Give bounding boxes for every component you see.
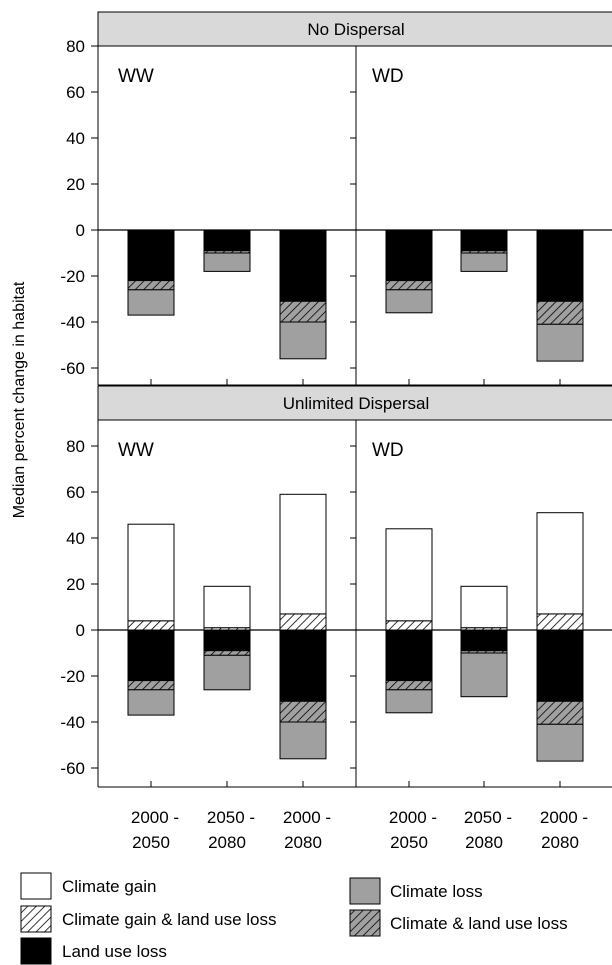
y-axis-label: Median percent change in habitat (11, 281, 28, 518)
bar-segment-land-use-loss (536, 629, 584, 702)
bar-segment-climate-gain-land-use-loss (536, 613, 584, 631)
x-category-label: 2050 -2080 (464, 808, 512, 852)
bar-segment-land-use-loss (536, 229, 584, 302)
bar-segment-land-use-loss (460, 229, 508, 252)
bar-segment-climate-land-use-loss (536, 700, 584, 725)
bar-segment-land-use-loss (203, 229, 251, 252)
bar-segment-climate-gain (279, 493, 327, 615)
bar-segment-land-use-loss (127, 229, 175, 282)
y-tick-label: 80 (66, 37, 85, 56)
bar-segment-climate-loss (203, 654, 251, 691)
bar-segment-climate-gain (203, 585, 251, 629)
bar-segment-climate-gain (127, 523, 175, 622)
bar-segment-climate-gain (460, 585, 508, 629)
bar-segment-climate-land-use-loss (279, 700, 327, 723)
legend-label-climate-gain-land-use-loss: Climate gain & land use loss (62, 910, 277, 929)
y-tick-label: 0 (76, 621, 85, 640)
bar-segment-climate-loss (536, 723, 584, 762)
bar-segment-climate-land-use-loss (385, 280, 433, 291)
legend-swatch-climate-land-use-loss (349, 909, 381, 937)
legend-swatch-climate-loss (349, 877, 381, 905)
bar-segment-climate-land-use-loss (279, 300, 327, 323)
y-tick-label: 60 (66, 483, 85, 502)
bar-segment-climate-gain (536, 512, 584, 615)
bar-segment-climate-loss (385, 289, 433, 314)
y-tick-label: 80 (66, 437, 85, 456)
panel-header-unlimited-dispersal (97, 385, 612, 421)
bar-segment-climate-loss (203, 252, 251, 272)
legend-label-climate-gain: Climate gain (62, 877, 157, 896)
legend-swatch-climate-gain-land-use-loss (20, 905, 52, 933)
bar-segment-land-use-loss (385, 629, 433, 682)
bar-segment-climate-loss (536, 323, 584, 362)
y-tick-label: -60 (60, 759, 85, 778)
legend: Climate gain Climate gain & land use los… (20, 872, 568, 965)
bar-segment-climate-land-use-loss (385, 680, 433, 691)
bar-segment-climate-loss (385, 689, 433, 714)
legend-label-climate-land-use-loss: Climate & land use loss (390, 914, 568, 933)
bar-segment-climate-loss (279, 321, 327, 360)
bar-segment-climate-gain-land-use-loss (279, 613, 327, 631)
legend-swatch-climate-gain (20, 872, 52, 900)
panel-title-no-dispersal: No Dispersal (307, 20, 404, 39)
legend-label-climate-loss: Climate loss (390, 882, 483, 901)
legend-swatch-land-use-loss (20, 937, 52, 965)
bar-segment-climate-land-use-loss (203, 650, 251, 656)
panel-label-ww: WW (118, 66, 154, 87)
bar-segment-land-use-loss (279, 629, 327, 702)
panel-label-ww: WW (118, 440, 154, 461)
panel-label-wd: WD (372, 66, 404, 87)
bar-segment-climate-gain (385, 528, 433, 622)
y-tick-label: -60 (60, 359, 85, 378)
y-tick-label: 60 (66, 83, 85, 102)
y-tick-label: 40 (66, 529, 85, 548)
bar-segment-climate-loss (279, 721, 327, 760)
panel-title-unlimited-dispersal: Unlimited Dispersal (283, 394, 429, 413)
panel-label-wd: WD (372, 440, 404, 461)
bar-segment-climate-land-use-loss (536, 300, 584, 325)
bar-segment-climate-loss (460, 652, 508, 698)
bar-segment-land-use-loss (385, 229, 433, 282)
bar-segment-climate-loss (127, 689, 175, 716)
bar-segment-climate-gain-land-use-loss (127, 620, 175, 631)
bar-segment-land-use-loss (460, 629, 508, 652)
y-tick-label: -20 (60, 667, 85, 686)
y-tick-label: 0 (76, 221, 85, 240)
bar-segment-climate-loss (460, 252, 508, 272)
y-tick-label: -40 (60, 713, 85, 732)
x-category-label: 2050 -2080 (207, 808, 255, 852)
bar-segment-land-use-loss (279, 229, 327, 302)
panel-header-no-dispersal (97, 11, 612, 47)
y-tick-label: 20 (66, 175, 85, 194)
bar-segment-climate-land-use-loss (127, 680, 175, 691)
bar-segment-climate-loss (127, 289, 175, 316)
bar-segment-climate-land-use-loss (127, 280, 175, 291)
x-category-label: 2000 -2080 (283, 808, 331, 852)
legend-label-land-use-loss: Land use loss (62, 942, 167, 961)
bar-segment-land-use-loss (127, 629, 175, 682)
bar-segment-land-use-loss (203, 629, 251, 652)
y-tick-label: -40 (60, 313, 85, 332)
x-category-label: 2000 -2050 (131, 808, 179, 852)
y-tick-label: 40 (66, 129, 85, 148)
y-tick-label: 20 (66, 575, 85, 594)
y-tick-label: -20 (60, 267, 85, 286)
x-category-label: 2000 -2050 (389, 808, 437, 852)
bar-segment-climate-gain-land-use-loss (385, 620, 433, 631)
x-category-label: 2000 -2080 (540, 808, 588, 852)
